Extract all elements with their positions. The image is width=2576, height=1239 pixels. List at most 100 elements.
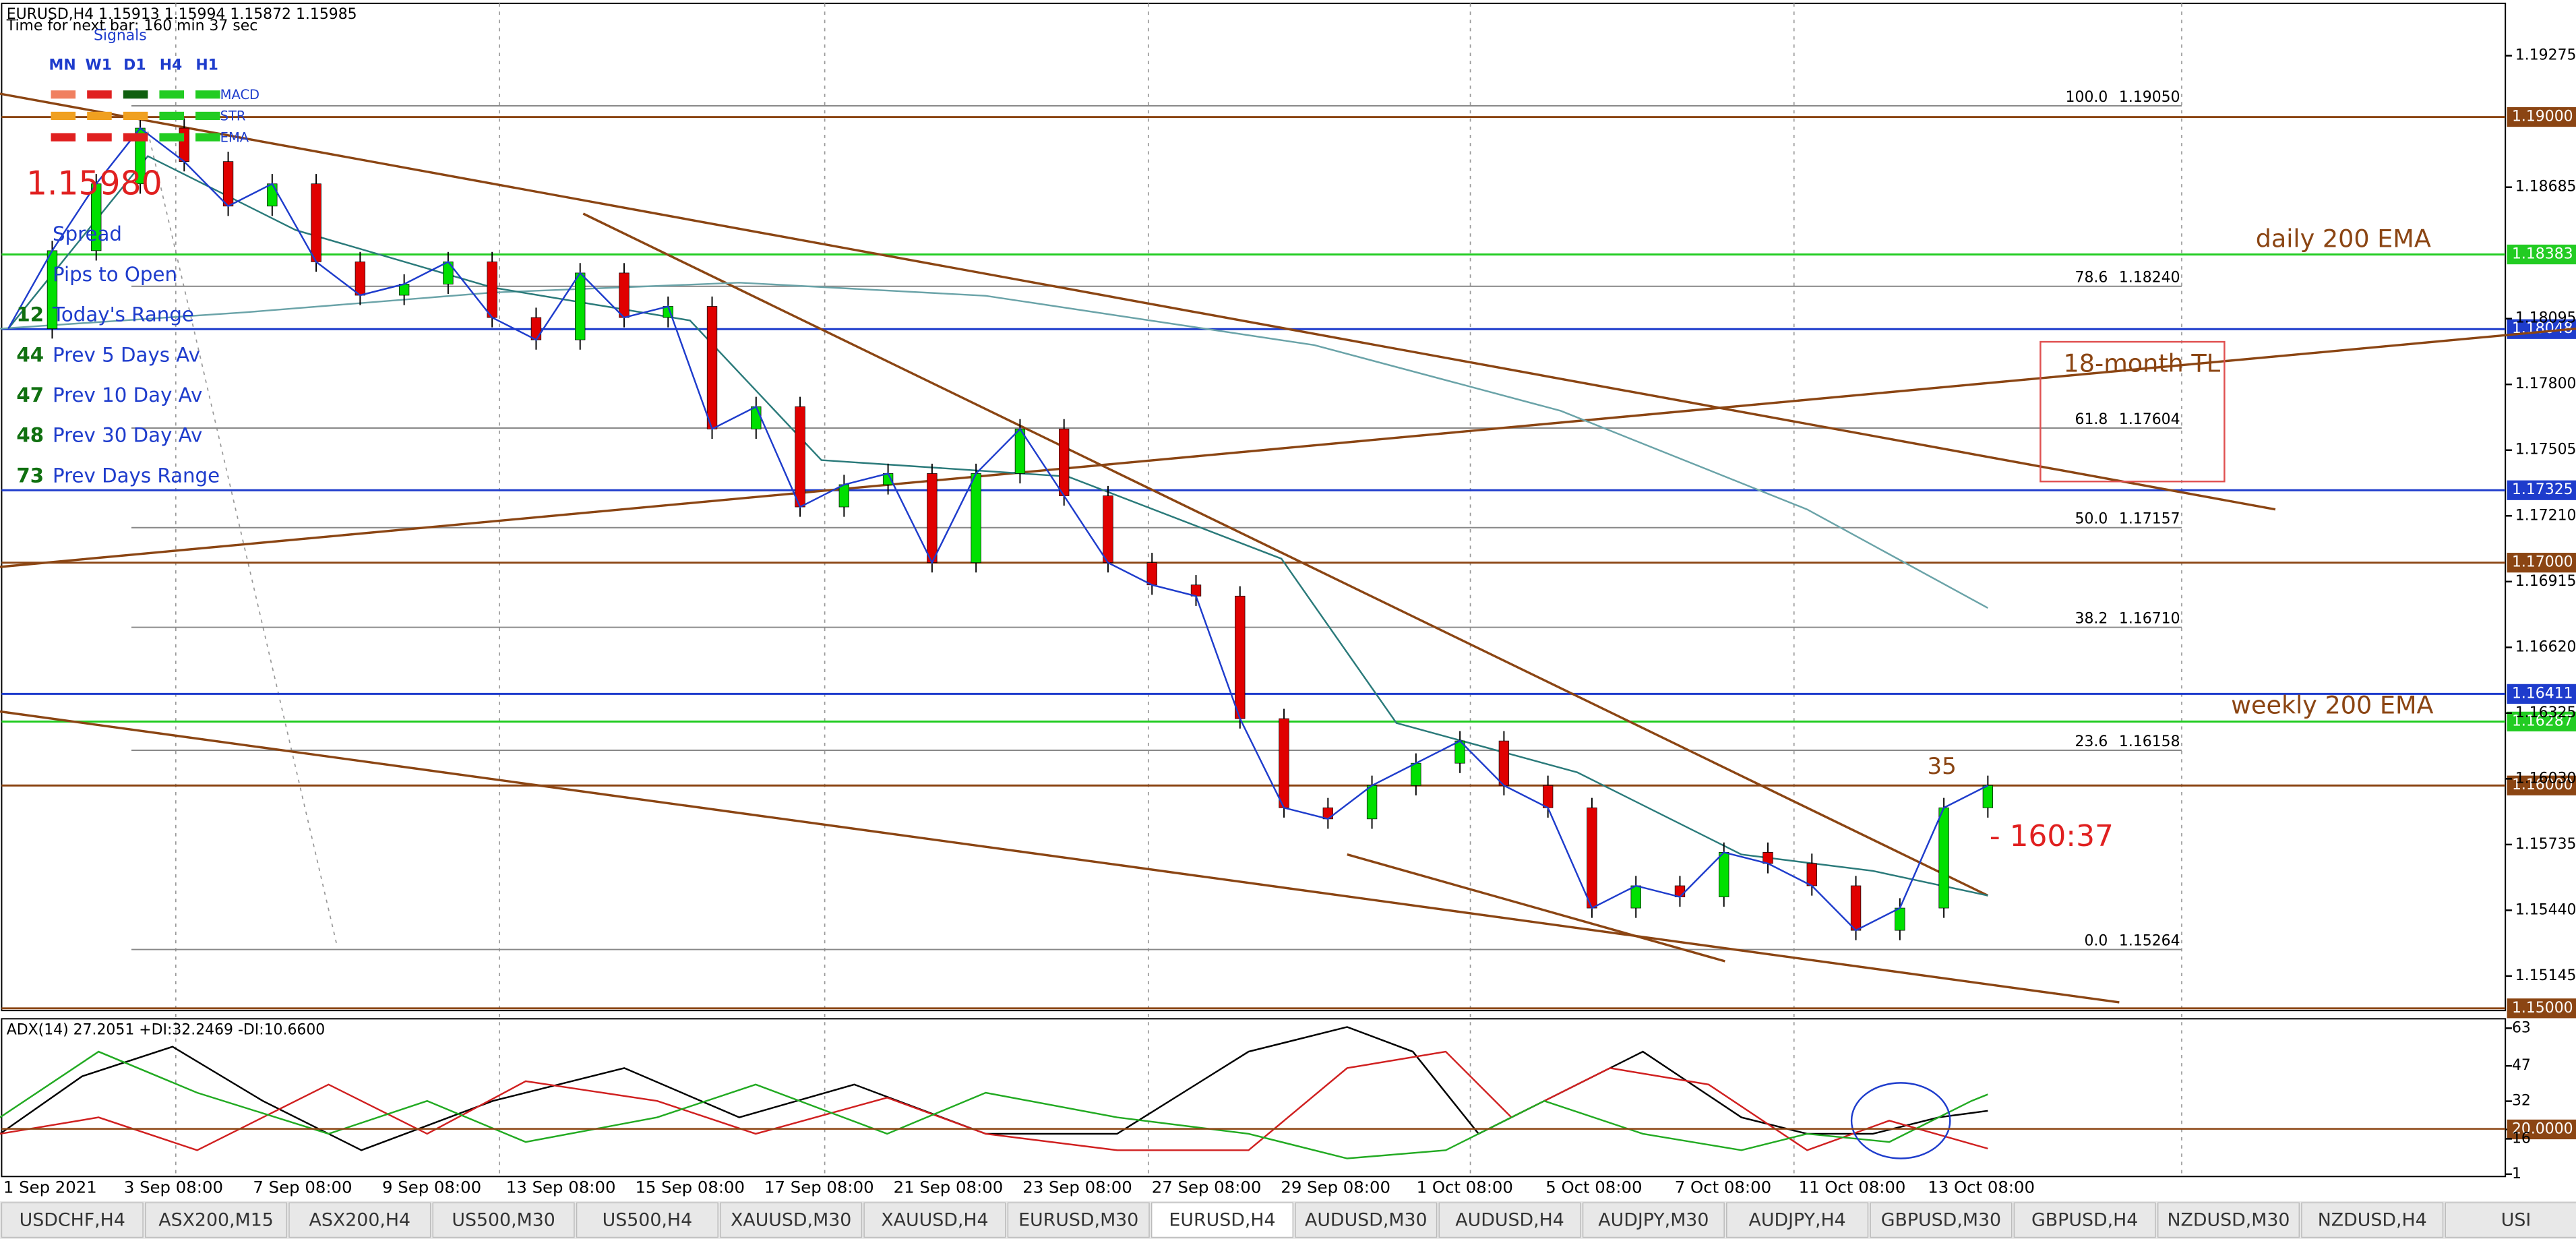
- candles: [7, 118, 1994, 940]
- price-tick-label: 1.16915: [2515, 573, 2576, 590]
- tab[interactable]: [1007, 1202, 1150, 1238]
- tab[interactable]: [863, 1202, 1006, 1238]
- annotation: - 160:37: [1990, 819, 2114, 853]
- candle-body: [267, 183, 278, 207]
- fib-price: 1.15264: [2119, 932, 2180, 949]
- tab-label[interactable]: AUDUSD,H4: [1455, 1210, 1564, 1231]
- tab[interactable]: [2445, 1202, 2576, 1238]
- tab-label[interactable]: US500,M30: [452, 1210, 555, 1231]
- candle-body: [355, 262, 366, 296]
- stat-label: Pips to Open: [53, 263, 177, 286]
- tab-label[interactable]: EURUSD,H4: [1169, 1210, 1275, 1231]
- tab[interactable]: [720, 1202, 863, 1238]
- signal-dot: [159, 133, 184, 142]
- tab-label[interactable]: AUDJPY,M30: [1598, 1210, 1709, 1231]
- price-tick-label: 1.16620: [2515, 638, 2576, 655]
- candle-body: [1806, 863, 1817, 886]
- fib-price: 1.17604: [2119, 411, 2180, 428]
- tab[interactable]: [2301, 1202, 2444, 1238]
- tab[interactable]: [288, 1202, 431, 1238]
- candle-body: [927, 473, 938, 564]
- price-tick-label: 1.16030: [2515, 770, 2576, 787]
- tab-label[interactable]: AUDJPY,H4: [1749, 1210, 1846, 1231]
- tab-label[interactable]: ASX200,M15: [158, 1210, 274, 1231]
- tab-label[interactable]: AUDUSD,M30: [1305, 1210, 1428, 1231]
- candle-body: [1542, 785, 1554, 808]
- fib-level: 23.6: [2075, 733, 2108, 750]
- timer: Time for next bar: 160 min 37 sec: [6, 18, 258, 34]
- stat-label: Prev 10 Day Av: [53, 384, 202, 406]
- tab[interactable]: [144, 1202, 288, 1238]
- fib-level: 100.0: [2066, 89, 2108, 106]
- annotation: 18-month TL: [2064, 349, 2221, 378]
- stat-label: Prev Days Range: [53, 464, 220, 487]
- signals-title: Signals: [94, 28, 147, 44]
- fib-level: 0.0: [2084, 932, 2108, 949]
- tab[interactable]: [432, 1202, 575, 1238]
- candle-body: [1366, 785, 1378, 820]
- tab[interactable]: [576, 1202, 718, 1238]
- candle-body: [1850, 885, 1862, 931]
- adx-frame: [1, 1018, 2507, 1178]
- timeframe: MN: [49, 57, 76, 74]
- tab-bar: USDCHF,H4 ASX200,M15 ASX200,H4 US500,M30 US5…: [0, 1201, 2576, 1239]
- candle-body: [530, 317, 542, 340]
- signal-row: STR: [220, 109, 246, 124]
- tab[interactable]: [1582, 1202, 1725, 1238]
- tab-label[interactable]: EURUSD,M30: [1018, 1210, 1138, 1231]
- level-box: [2507, 684, 2576, 704]
- signal-dot: [123, 90, 148, 99]
- time-label: 9 Sep 08:00: [382, 1177, 481, 1197]
- level-label: 1.17000: [2512, 554, 2573, 571]
- tab-label[interactable]: USDCHF,H4: [20, 1210, 125, 1231]
- tab-label[interactable]: XAUUSD,M30: [731, 1210, 851, 1231]
- candle-body: [487, 262, 497, 318]
- adx-tick-label: 1: [2512, 1166, 2521, 1182]
- tab-label[interactable]: NZDUSD,M30: [2167, 1210, 2290, 1231]
- tab[interactable]: [2157, 1202, 2300, 1238]
- tab[interactable]: [1726, 1202, 1869, 1238]
- signal-dot: [51, 90, 76, 99]
- stat-value: 47: [16, 384, 44, 406]
- price-tick-label: 1.15440: [2515, 901, 2576, 918]
- price-tick-label: 1.15735: [2515, 836, 2576, 853]
- fib-level: 61.8: [2075, 411, 2108, 428]
- vgrid: [147, 3, 2182, 1177]
- adx-tick-label: 20.0000: [2512, 1120, 2573, 1137]
- tab-label[interactable]: XAUUSD,H4: [881, 1210, 988, 1231]
- tab[interactable]: [1, 1202, 144, 1238]
- annotation: weekly 200 EMA: [2231, 691, 2433, 720]
- tab[interactable]: [1438, 1202, 1581, 1238]
- tab-label[interactable]: NZDUSD,H4: [2318, 1210, 2427, 1231]
- candle-body: [1059, 428, 1070, 496]
- level-label: 1.16000: [2512, 777, 2573, 793]
- stat-label: Prev 30 Day Av: [53, 424, 202, 447]
- price-tick-label: 1.17505: [2515, 442, 2576, 458]
- tab[interactable]: [1295, 1202, 1438, 1238]
- price-tick-label: 1.17210: [2515, 507, 2576, 524]
- tab[interactable]: [1870, 1202, 2013, 1238]
- level-box: [2507, 480, 2576, 500]
- tab[interactable]: [2013, 1202, 2156, 1238]
- time-label: 21 Sep 08:00: [894, 1177, 1004, 1197]
- tab-label[interactable]: US500,H4: [603, 1210, 693, 1231]
- candle-body: [1587, 807, 1597, 909]
- time-label: 1 Sep 2021: [3, 1177, 97, 1197]
- level-label: 1.18383: [2512, 245, 2573, 262]
- stat-value: 48: [16, 424, 44, 447]
- tab-label[interactable]: GBPUSD,M30: [1881, 1210, 2001, 1231]
- level-box: [2507, 711, 2576, 731]
- tab-label[interactable]: GBPUSD,H4: [2031, 1210, 2138, 1231]
- candle-body: [1103, 495, 1113, 564]
- tab[interactable]: [1151, 1202, 1294, 1238]
- time-label: 11 Oct 08:00: [1799, 1177, 1906, 1197]
- tab-label[interactable]: USI: [2501, 1210, 2532, 1231]
- timeframe: D1: [123, 57, 146, 74]
- signal-dot: [123, 111, 148, 120]
- tab-label[interactable]: ASX200,H4: [309, 1210, 411, 1231]
- time-label: 15 Sep 08:00: [635, 1177, 745, 1197]
- time-label: 7 Sep 08:00: [253, 1177, 352, 1197]
- candle-body: [1235, 595, 1246, 719]
- level-box: [2507, 998, 2576, 1019]
